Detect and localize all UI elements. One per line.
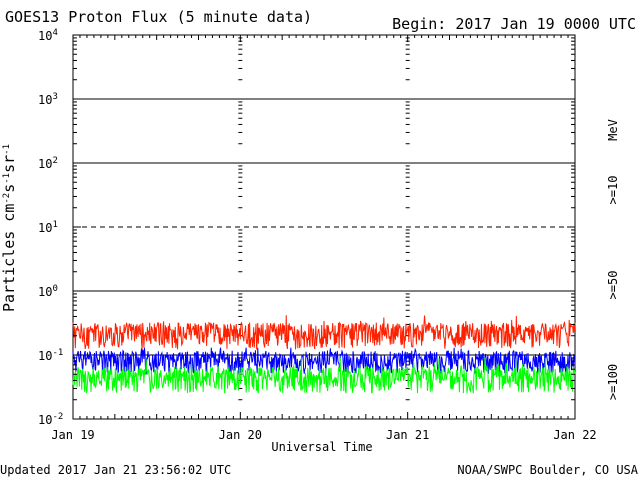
y-tick-label: 10-1 [38, 348, 63, 363]
y-axis-label: Particles cm-2s-1sr-1 [0, 144, 18, 312]
legend-series-50: >=50 [606, 271, 620, 300]
legend-series-100: >=100 [606, 364, 620, 400]
y-tick-label: 100 [38, 284, 58, 299]
source-text: NOAA/SWPC Boulder, CO USA [457, 463, 638, 477]
series-line-1 [72, 347, 576, 375]
series-line-2 [72, 357, 576, 394]
x-tick-label: Jan 20 [219, 428, 262, 442]
unit-label: MeV [606, 119, 620, 141]
x-tick-label: Jan 22 [553, 428, 596, 442]
y-tick-label: 101 [38, 220, 58, 235]
x-axis-label: Universal Time [271, 440, 372, 454]
x-tick-label: Jan 21 [386, 428, 429, 442]
series-line-0 [72, 315, 576, 350]
y-tick-label: 103 [38, 92, 58, 107]
y-tick-label: 102 [38, 156, 58, 171]
y-tick-label: 104 [38, 28, 58, 43]
plot-area: Jan 19 Jan 20 Jan 21 Jan 22 10-2 10-1 100 101 10… [38, 28, 597, 442]
legend-series-10: >=10 [606, 176, 620, 205]
updated-text: Updated 2017 Jan 21 23:56:02 UTC [0, 463, 231, 477]
begin-time: Begin: 2017 Jan 19 0000 UTC [392, 15, 636, 33]
x-tick-label: Jan 19 [51, 428, 94, 442]
y-tick-label: 10-2 [38, 412, 63, 427]
chart-title: GOES13 Proton Flux (5 minute data) [5, 8, 312, 26]
